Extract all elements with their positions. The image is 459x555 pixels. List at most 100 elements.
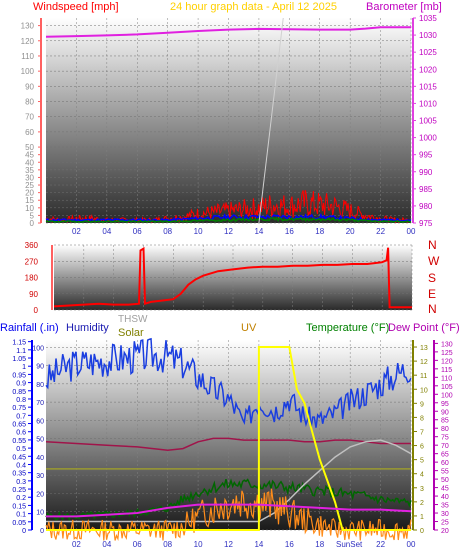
humidity-tick-label: 20 [36, 491, 44, 498]
x-tick-label: 16 [285, 227, 294, 236]
dewpoint-axis-label: Dew Point (°F) [388, 322, 459, 334]
rainfall-axis-label: Rainfall (.in) [0, 322, 59, 334]
x-tick-label: 20 [346, 227, 355, 236]
temperature-tick-label: 125 [441, 350, 453, 357]
x-tick-label: 08 [163, 540, 172, 549]
temperature-tick-label: 90 [441, 409, 449, 416]
rainfall-tick-label: 0.6 [16, 430, 26, 437]
windspeed-tick-label: 60 [25, 128, 34, 137]
windspeed-tick-label: 15 [25, 196, 34, 205]
rainfall-tick-label: 0.75 [12, 405, 26, 412]
temperature-tick-label: 115 [441, 367, 452, 374]
rainfall-tick-label: 1.15 [12, 340, 26, 347]
rainfall-tick-label: 0.95 [12, 372, 26, 379]
temperature-tick-label: 65 [441, 452, 449, 459]
rainfall-tick-label: 0.9 [16, 381, 26, 388]
top-plot-area [46, 18, 411, 223]
barometer-tick-label: 985 [419, 185, 433, 194]
x-tick-label: 00 [407, 227, 416, 236]
barometer-tick-label: 980 [419, 202, 433, 211]
temperature-tick-label: 45 [441, 486, 449, 493]
uv-tick-label: 12 [420, 359, 428, 366]
direction-letters: N W S E N [428, 238, 440, 316]
windspeed-tick-label: 120 [21, 37, 35, 46]
windspeed-line [45, 190, 412, 224]
solar-trace-top [258, 17, 284, 224]
chart-title: 24 hour graph data - April 12 2025 [170, 1, 337, 13]
x-tick-label: 08 [163, 227, 172, 236]
barometer-tick-label: 1005 [419, 117, 437, 126]
temperature-tick-label: 120 [441, 358, 453, 365]
temperature-tick-label: 75 [441, 435, 449, 442]
uv-tick-label: 3 [420, 486, 424, 493]
windspeed-tick-label: 50 [25, 143, 34, 152]
wind-avg-line [45, 216, 412, 223]
uv-tick-label: 6 [420, 444, 424, 451]
x-tick-label: 12 [224, 227, 233, 236]
uv-line [46, 346, 411, 531]
windspeed-tick-label: 20 [25, 189, 34, 198]
x-tick-label: 06 [133, 227, 142, 236]
rainfall-tick-label: 0.4 [16, 462, 26, 469]
humidity-tick-label: 10 [36, 510, 44, 517]
rainfall-tick-label: 0.5 [16, 446, 26, 453]
barometer-tick-label: 1035 [419, 14, 437, 23]
sunset-label: SunSet [336, 540, 363, 549]
temperature-tick-label: 70 [441, 443, 449, 450]
windspeed-tick-label: 80 [25, 98, 34, 107]
barometer-tick-label: 1030 [419, 31, 437, 40]
rainfall-tick-label: 0.2 [16, 495, 26, 502]
x-tick-label: 06 [133, 540, 142, 549]
temperature-tick-label: 80 [441, 426, 449, 433]
dir-letter-s: S [428, 271, 436, 285]
windspeed-axis-label: Windspeed [mph] [33, 1, 119, 13]
rainfall-tick-label: 1 [22, 364, 26, 371]
direction-tick-label: 270 [25, 257, 39, 266]
x-tick-label: 00 [407, 540, 416, 549]
windspeed-tick-label: 10 [25, 204, 34, 213]
rainfall-tick-label: 0.85 [12, 389, 26, 396]
uv-tick-label: 11 [420, 373, 427, 380]
temperature-tick-label: 25 [441, 520, 449, 527]
barometer-tick-label: 1000 [419, 134, 437, 143]
rainfall-tick-label: 0.05 [12, 520, 26, 527]
windspeed-tick-label: 90 [25, 82, 34, 91]
uv-tick-label: 0 [420, 528, 424, 535]
x-tick-label: 02 [72, 540, 81, 549]
barometer-tick-label: 995 [419, 151, 433, 160]
direction-tick-label: 90 [29, 290, 38, 299]
dir-letter-n-top: N [428, 238, 437, 252]
humidity-tick-label: 70 [36, 400, 44, 407]
temp-green-line [45, 478, 412, 522]
direction-tick-label: 180 [25, 274, 39, 283]
humidity-min-line [46, 503, 412, 518]
windspeed-tick-label: 110 [21, 52, 34, 61]
temperature-tick-label: 35 [441, 503, 449, 510]
windspeed-tick-label: 30 [25, 173, 34, 182]
rainfall-tick-label: 0.65 [12, 422, 26, 429]
temperature-axis-label: Temperature (°F) [306, 322, 389, 334]
temperature-tick-label: 60 [441, 460, 449, 467]
uv-tick-label: 4 [420, 472, 424, 479]
x-tick-label: 16 [285, 540, 294, 549]
solar-line [45, 488, 412, 541]
x-tick-label: 04 [102, 227, 111, 236]
temperature-tick-label: 100 [441, 392, 453, 399]
rainfall-tick-label: 0.3 [16, 479, 26, 486]
humidity-tick-label: 50 [36, 437, 44, 444]
humidity-tick-label: 100 [32, 345, 44, 352]
humidity-tick-label: 80 [36, 382, 44, 389]
humidity-tick-label: 60 [36, 418, 44, 425]
temperature-tick-label: 30 [441, 511, 449, 518]
gust-line [45, 212, 412, 223]
solar-label: Solar [118, 327, 144, 339]
x-tick-label: 14 [254, 227, 263, 236]
temperature-tick-label: 95 [441, 401, 449, 408]
rainfall-tick-label: 1.05 [12, 356, 26, 363]
rainfall-tick-label: 0.15 [12, 503, 26, 510]
windspeed-tick-label: 25 [25, 181, 34, 190]
rainfall-tick-label: 0.1 [16, 512, 26, 519]
barometer-tick-label: 990 [419, 168, 433, 177]
dir-letter-e: E [428, 287, 436, 301]
